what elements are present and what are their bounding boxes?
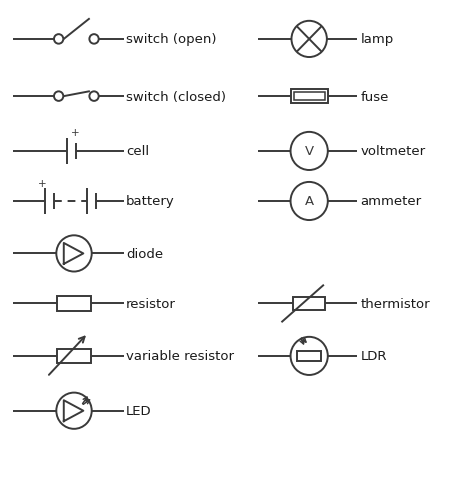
Bar	[297, 351, 321, 362]
Bar	[57, 349, 91, 363]
Text: fuse: fuse	[360, 91, 389, 104]
Bar	[294, 93, 325, 101]
Text: V: V	[305, 145, 314, 158]
Circle shape	[292, 22, 327, 58]
Bar	[293, 297, 325, 311]
Text: thermistor: thermistor	[360, 297, 430, 310]
Text: resistor: resistor	[126, 297, 176, 310]
Polygon shape	[64, 243, 83, 264]
Circle shape	[291, 182, 328, 221]
Circle shape	[54, 92, 64, 102]
Text: +: +	[71, 127, 80, 137]
Text: LED: LED	[126, 404, 152, 417]
Bar	[57, 297, 91, 311]
Text: switch (open): switch (open)	[126, 33, 217, 46]
Text: voltmeter: voltmeter	[360, 145, 426, 158]
Text: diode: diode	[126, 247, 164, 260]
Text: LDR: LDR	[360, 349, 387, 363]
Text: A: A	[305, 195, 314, 208]
Circle shape	[56, 393, 91, 429]
Circle shape	[90, 92, 99, 102]
Text: cell: cell	[126, 145, 149, 158]
Circle shape	[90, 35, 99, 45]
Text: ammeter: ammeter	[360, 195, 421, 208]
Text: variable resistor: variable resistor	[126, 349, 234, 363]
Text: switch (closed): switch (closed)	[126, 91, 226, 104]
Circle shape	[56, 236, 91, 272]
Polygon shape	[64, 400, 83, 422]
Circle shape	[291, 337, 328, 375]
Bar	[291, 90, 328, 104]
Circle shape	[291, 133, 328, 171]
Circle shape	[54, 35, 64, 45]
Text: lamp: lamp	[360, 33, 393, 46]
Text: battery: battery	[126, 195, 175, 208]
Text: +: +	[38, 178, 46, 188]
